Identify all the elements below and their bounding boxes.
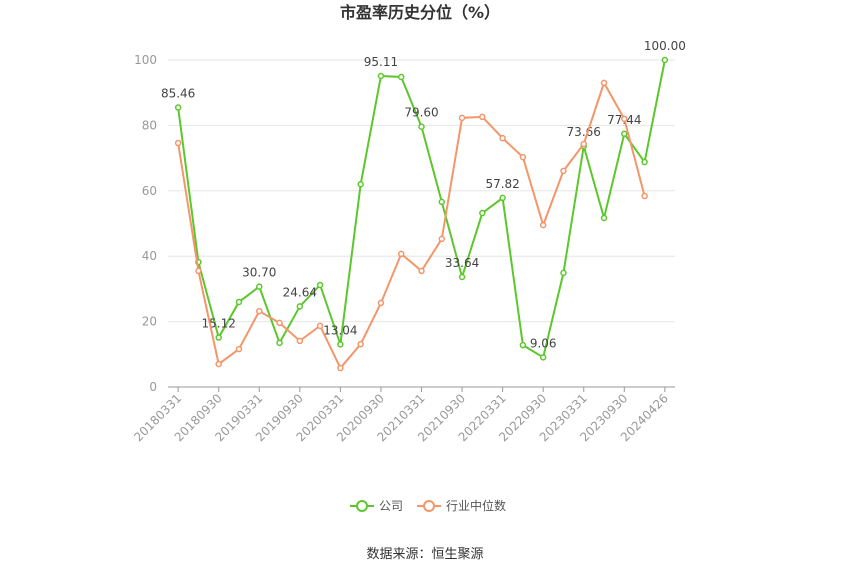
- data-label: 24.64: [283, 285, 317, 299]
- data-label: 15.12: [202, 317, 236, 331]
- data-label: 73.66: [567, 125, 601, 139]
- source-note: 数据来源：恒生聚源: [366, 547, 483, 562]
- data-point: [600, 214, 608, 222]
- y-tick-label: 80: [142, 118, 157, 132]
- data-point: [539, 221, 547, 229]
- series-line: [177, 80, 646, 370]
- data-point: [174, 104, 182, 111]
- data-label: 13.04: [323, 323, 357, 337]
- data-point: [397, 250, 405, 258]
- data-point: [397, 73, 405, 81]
- data-label: 30.70: [242, 266, 276, 280]
- data-point: [479, 113, 486, 121]
- data-point: [296, 303, 304, 310]
- data-point: [296, 337, 304, 345]
- data-point: [235, 298, 243, 306]
- data-label: 9.06: [530, 336, 557, 350]
- data-point: [377, 299, 385, 307]
- data-point: [418, 123, 425, 130]
- y-tick-label: 40: [142, 249, 157, 263]
- data-point: [539, 354, 547, 361]
- data-point: [560, 269, 567, 277]
- data-point: [235, 345, 243, 353]
- data-point: [438, 198, 446, 206]
- data-point: [276, 319, 283, 327]
- y-tick-label: 100: [134, 53, 157, 67]
- data-point: [479, 209, 486, 217]
- data-point: [580, 140, 587, 148]
- data-point: [641, 158, 648, 166]
- y-tick-label: 60: [142, 184, 157, 198]
- data-point: [621, 115, 628, 123]
- data-point: [661, 56, 669, 64]
- data-point: [458, 273, 466, 281]
- data-label: 100.00: [644, 39, 686, 53]
- data-point: [316, 322, 324, 330]
- data-label: 79.60: [404, 106, 438, 120]
- data-point: [560, 167, 567, 175]
- data-label: 57.82: [485, 177, 519, 191]
- data-point: [215, 360, 222, 368]
- data-point: [256, 307, 263, 315]
- data-point: [357, 181, 364, 188]
- data-label: 33.64: [445, 256, 479, 270]
- data-point: [316, 281, 324, 289]
- data-point: [377, 72, 385, 80]
- data-point: [600, 79, 608, 87]
- data-label: 95.11: [364, 55, 398, 69]
- data-point: [195, 267, 202, 275]
- data-point: [621, 130, 628, 138]
- y-tick-label: 0: [149, 380, 157, 394]
- legend-label: 公司: [379, 499, 403, 513]
- legend-label: 行业中位数: [446, 498, 506, 513]
- data-label: 85.46: [161, 87, 195, 101]
- data-point: [357, 340, 364, 348]
- chart-title: 市盈率历史分位（%）: [340, 3, 500, 22]
- data-point: [174, 139, 182, 147]
- series-line: [177, 59, 666, 359]
- data-point: [337, 341, 344, 348]
- y-tick-label: 20: [142, 315, 157, 329]
- data-point: [256, 283, 263, 290]
- data-point: [499, 134, 506, 142]
- data-point: [438, 235, 446, 243]
- legend-marker: [356, 500, 368, 512]
- data-point: [499, 194, 506, 202]
- data-point: [458, 114, 466, 122]
- data-point: [276, 339, 283, 347]
- data-point: [215, 334, 222, 341]
- data-point: [418, 267, 425, 275]
- data-point: [337, 364, 344, 372]
- data-point: [641, 192, 648, 200]
- data-point: [519, 341, 527, 349]
- data-point: [519, 153, 527, 161]
- legend-marker: [423, 500, 436, 512]
